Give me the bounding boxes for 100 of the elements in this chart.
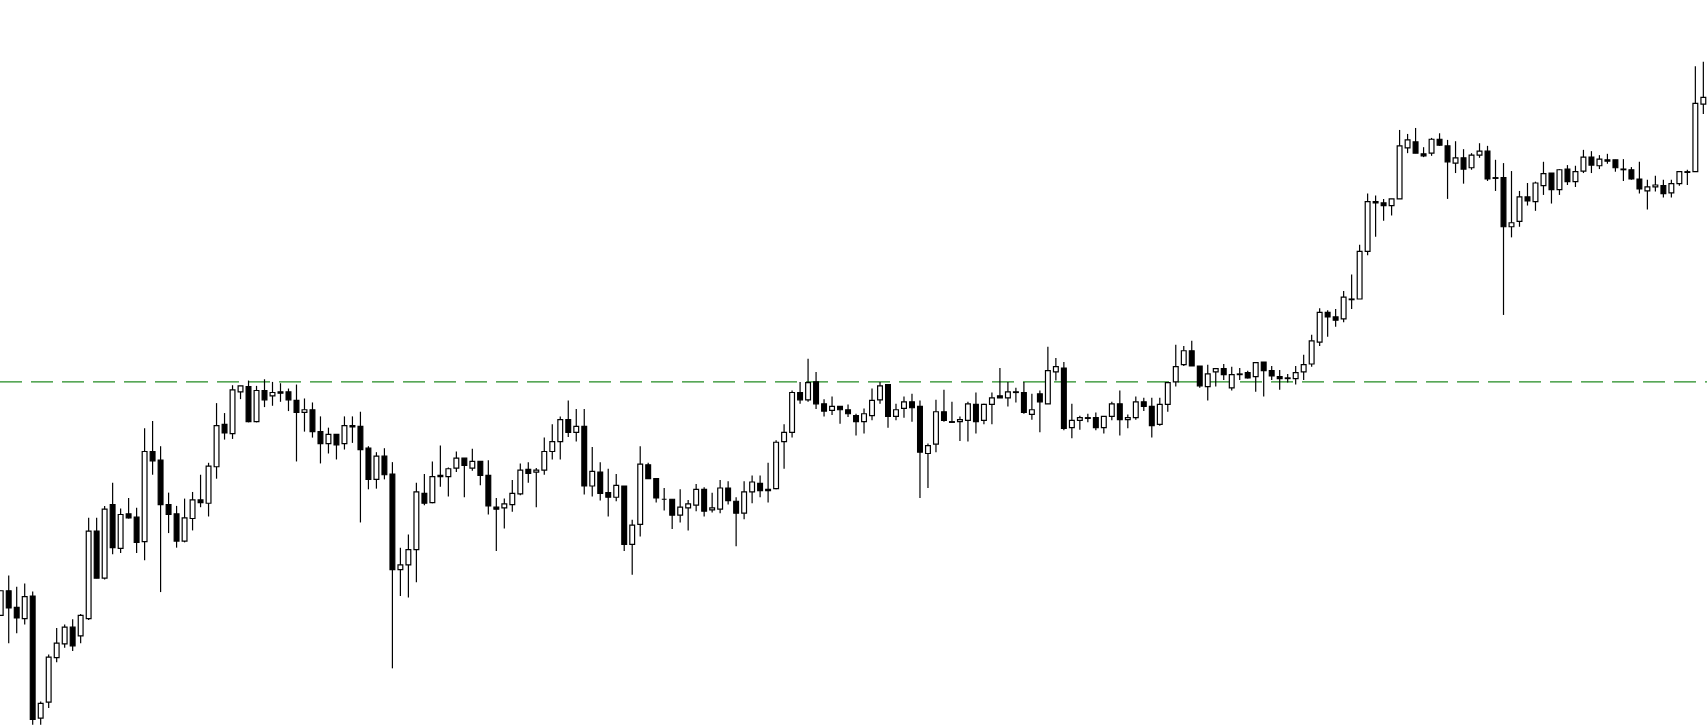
candlestick [469,448,476,472]
candlestick [805,358,812,403]
candlestick [901,395,907,419]
candlestick [421,473,428,506]
candlestick [1004,381,1011,408]
candlestick [749,474,756,504]
candlestick [1108,401,1115,421]
candlestick [1068,403,1075,439]
candlestick [877,381,884,405]
candlestick [77,613,84,644]
candlestick [829,395,836,416]
candlestick [349,415,356,444]
candlestick [1412,127,1419,154]
candlestick [1372,194,1379,238]
candlestick [685,499,692,532]
candlestick [1172,344,1179,388]
candlestick [509,479,516,513]
candlestick [605,468,612,518]
candlestick [541,437,548,476]
candlestick [1276,369,1283,391]
candlestick [1380,198,1387,222]
candlestick [565,399,572,438]
candlestick [1196,365,1203,389]
candlestick [1308,334,1315,368]
candlestick [1164,381,1171,413]
candlestick [1228,366,1235,392]
candlestick [557,415,564,461]
candlestick [165,492,172,534]
candlestick [1156,397,1163,427]
candlestick [501,498,508,530]
candlestick [869,387,876,421]
candlestick [61,623,68,649]
candlestick [13,586,20,634]
candlestick [477,460,484,486]
candlestick [53,627,60,663]
candlestick [845,403,852,418]
candlestick [972,391,979,435]
candlestick [181,498,188,543]
candlestick [733,496,740,547]
candlestick [533,467,540,508]
candlestick [1636,161,1643,195]
candlestick [1260,361,1267,398]
candlestick [1340,290,1347,323]
candlestick [693,483,700,512]
candlestick [589,446,596,498]
candlestick [717,479,724,514]
candlestick [549,423,556,461]
candlestick [701,486,708,518]
candlestick [461,457,468,498]
candlestick [669,498,676,530]
candlestick [781,423,788,470]
candlestick [908,393,915,423]
candlestick [1012,387,1019,404]
candlestick [1036,389,1043,433]
candlestick [1132,395,1139,421]
candlestick [996,367,1003,399]
candlestick [861,407,868,435]
candlestick [597,461,604,502]
candlestick [1204,364,1211,402]
candlestick [629,519,636,576]
candlestick [445,466,452,498]
candlestick [1116,389,1123,437]
candlestick [1300,354,1307,381]
candlestick [1644,179,1651,211]
candlestick [149,420,156,476]
candlestick [653,477,660,504]
candlestick [197,474,204,508]
candlestick [757,474,764,498]
candlestick [5,574,12,644]
candlestick [1292,365,1299,386]
candlestick [405,533,412,598]
candlestick [988,391,995,425]
candlestick [709,492,716,514]
candlestick [837,405,844,425]
candlestick [21,582,28,626]
candlestick [1700,61,1707,115]
candlestick [677,488,684,524]
candlestick [1020,381,1027,415]
candlestick [1348,273,1355,310]
candlestick [1052,357,1059,382]
candlestick [1620,158,1627,182]
candlestick [813,371,820,410]
candlestick [741,480,748,520]
candlestick [37,700,44,726]
candlestick [613,473,620,502]
candlestick [381,447,388,480]
candlestick [373,451,380,490]
candlestick [1028,393,1035,421]
candlestick [924,442,931,489]
candlestick [725,480,732,506]
candlestick [525,461,532,484]
candlestick [1580,149,1587,174]
candlestick [956,415,963,442]
candlestick [341,415,348,451]
candlestick [1180,345,1187,367]
candlestick [1148,397,1155,439]
candlestick [1404,133,1411,154]
candlestick [1324,309,1331,338]
candlestick [964,401,971,443]
candlestick [517,462,524,496]
